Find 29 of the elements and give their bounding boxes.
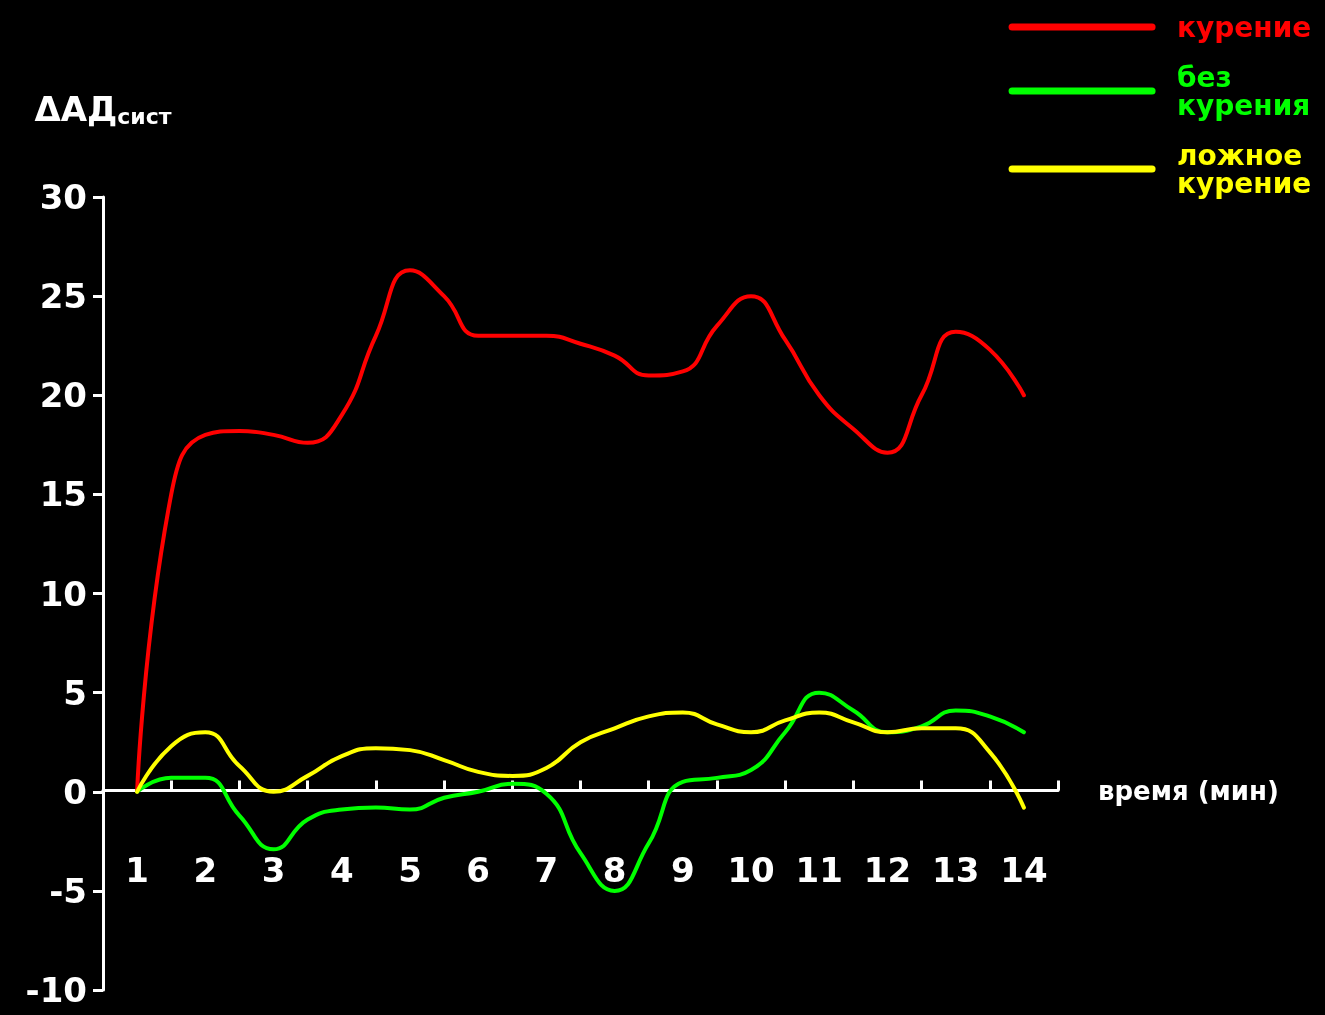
y-tick-label: 10: [39, 573, 87, 614]
legend-label: без курения: [1177, 60, 1311, 122]
y-tick-label: 5: [63, 672, 87, 713]
x-tick-label: 2: [193, 849, 218, 890]
x-tick-label: 3: [261, 849, 286, 890]
line-series: [135, 710, 1026, 810]
y-tick-label: 15: [39, 474, 87, 515]
y-tick-label: 25: [39, 276, 87, 317]
x-tick-label: 4: [329, 849, 354, 890]
x-tick-label: 8: [602, 849, 627, 890]
x-tick-label: 14: [1000, 849, 1048, 890]
y-tick-label: 20: [39, 375, 87, 416]
x-tick-label: 6: [466, 849, 491, 890]
legend-label: ложное курение: [1177, 138, 1313, 200]
y-axis-title: ΔАДсист: [34, 89, 172, 129]
x-tick-label: 9: [670, 849, 695, 890]
y-tick-label: -5: [49, 870, 87, 911]
legend-label: курение: [1177, 10, 1312, 44]
y-tick-label: 30: [39, 177, 87, 217]
y-tick-label: -10: [25, 970, 87, 1010]
y-tick-label: 0: [63, 771, 87, 812]
x-axis-title: время (мин): [1098, 775, 1279, 806]
x-tick-label: 13: [932, 849, 980, 890]
x-tick-label: 1: [125, 849, 149, 890]
x-tick-label: 12: [863, 849, 912, 890]
x-tick-label: 5: [398, 849, 422, 890]
x-tick-label: 10: [727, 849, 775, 890]
x-tick-label: 7: [534, 849, 559, 890]
x-tick-label: 11: [795, 849, 843, 890]
